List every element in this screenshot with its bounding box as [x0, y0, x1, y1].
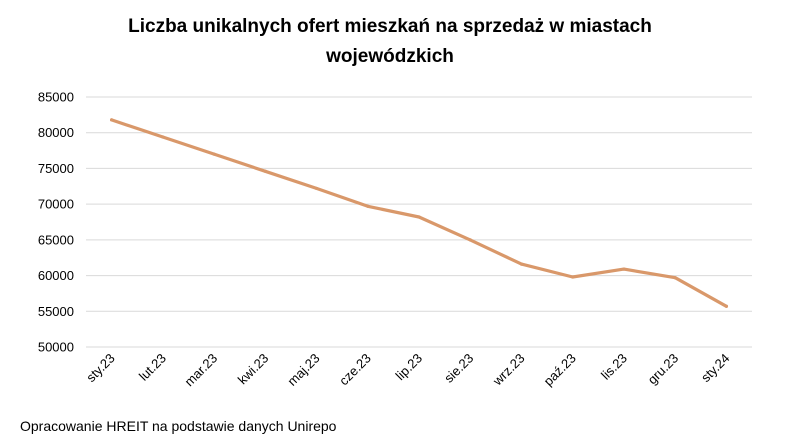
data-point-paź.23 [571, 275, 575, 279]
data-point-cze.23 [366, 204, 370, 208]
source-note: Opracowanie HREIT na podstawie danych Un… [20, 418, 337, 434]
y-tick-label-55000: 55000 [38, 304, 74, 319]
y-tick-label-50000: 50000 [38, 340, 74, 355]
gridlines [86, 96, 752, 348]
x-tick-label-lis.23: lis.23 [598, 351, 630, 383]
y-axis-tick-labels: 50000 55000 60000 65000 70000 75000 80000 85000 [38, 90, 74, 355]
x-tick-label-mar.23: mar.23 [181, 351, 220, 390]
x-tick-label-maj.23: maj.23 [284, 351, 322, 389]
x-tick-label-lip.23: lip.23 [393, 351, 426, 384]
x-tick-label-sty.24: sty.24 [698, 351, 732, 385]
x-tick-label-paź.23: paź.23 [541, 351, 579, 389]
data-point-lip.23 [417, 215, 421, 219]
y-tick-label-60000: 60000 [38, 268, 74, 283]
data-point-lut.23 [161, 135, 165, 139]
data-point-lis.23 [622, 267, 626, 271]
y-tick-label-80000: 80000 [38, 125, 74, 140]
y-tick-label-65000: 65000 [38, 232, 74, 247]
data-point-sty.24 [724, 304, 728, 308]
data-point-gru.23 [673, 276, 677, 280]
y-tick-label-75000: 75000 [38, 161, 74, 176]
data-point-kwi.23 [263, 169, 267, 173]
chart-title-line-2: wojewódzkich [325, 46, 454, 67]
series-line-0 [109, 118, 729, 308]
y-tick-label-70000: 70000 [38, 197, 74, 212]
data-point-wrz.23 [519, 262, 524, 266]
data-point-maj.23 [314, 186, 319, 191]
x-tick-label-gru.23: gru.23 [645, 351, 682, 388]
x-tick-label-kwi.23: kwi.23 [235, 351, 272, 388]
x-tick-label-sty.23: sty.23 [83, 351, 117, 385]
data-point-mar.23 [212, 152, 216, 156]
x-tick-label-sie.23: sie.23 [441, 351, 476, 386]
x-tick-label-wrz.23: wrz.23 [489, 351, 527, 389]
chart-title-line-1: Liczba unikalnych ofert mieszkań na sprz… [128, 16, 652, 37]
x-axis-tick-labels: sty.23 lut.23 mar.23 kwi.23 maj.23 cze.23 lip.… [83, 351, 732, 390]
x-tick-label-cze.23: cze.23 [336, 351, 374, 389]
data-point-sty.23 [110, 118, 114, 122]
data-point-sie.23 [468, 238, 472, 242]
y-tick-label-85000: 85000 [38, 90, 74, 105]
x-tick-label-lut.23: lut.23 [136, 351, 169, 384]
series-layer [109, 118, 729, 308]
